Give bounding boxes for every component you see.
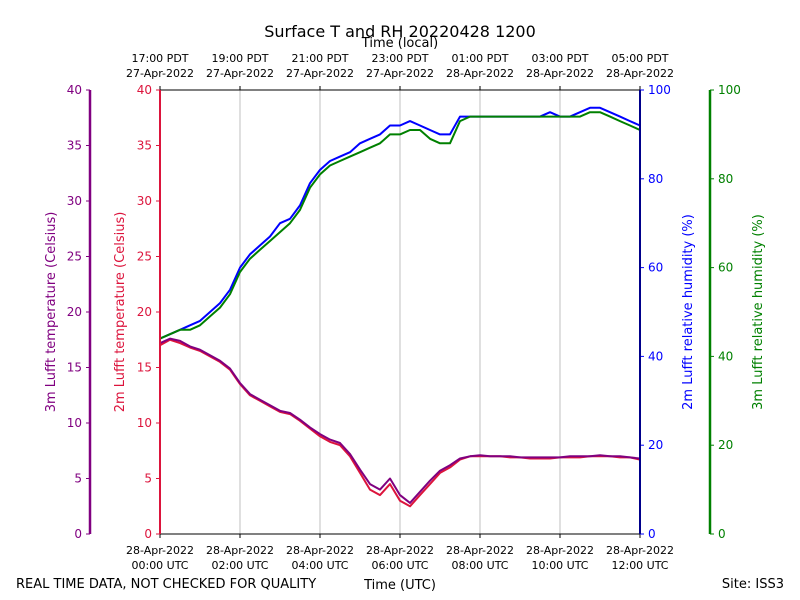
series-rh3m [159, 111, 641, 340]
x-tick-date: 28-Apr-2022 [366, 544, 434, 557]
top-tick-time: 19:00 PDT [211, 52, 268, 65]
top-tick-time: 03:00 PDT [531, 52, 588, 65]
rh3m-tick-label: 100 [718, 83, 741, 97]
x-tick-time: 04:00 UTC [291, 559, 348, 572]
t2m-tick-label: 35 [137, 139, 152, 153]
site-label: Site: ISS3 [722, 577, 784, 592]
t2m-tick-label: 40 [137, 83, 152, 97]
rh3m-axis-label: 3m Lufft relative humidity (%) [751, 214, 766, 410]
t2m-tick-label: 20 [137, 305, 152, 319]
rh2m-tick-label: 20 [648, 438, 663, 452]
rh3m-tick-label: 0 [718, 527, 726, 541]
x-tick-date: 28-Apr-2022 [206, 544, 274, 557]
top-tick-time: 17:00 PDT [131, 52, 188, 65]
rh3m-tick-label: 40 [718, 349, 733, 363]
t3m-tick-label: 25 [67, 250, 82, 264]
t2m-tick-label: 10 [137, 416, 152, 430]
grid-lines [239, 90, 561, 534]
t3m-axis-label: 3m Lufft temperature (Celsius) [44, 212, 59, 413]
series-lines [159, 106, 641, 508]
x-tick-time: 00:00 UTC [131, 559, 188, 572]
x-axis-label: Time (UTC) [363, 578, 436, 593]
top-tick-time: 23:00 PDT [371, 52, 428, 65]
rh3m-tick-label: 80 [718, 172, 733, 186]
t3m-tick-label: 35 [67, 139, 82, 153]
t2m-tick-label: 0 [144, 527, 152, 541]
rh2m-tick-label: 80 [648, 172, 663, 186]
quality-disclaimer: REAL TIME DATA, NOT CHECKED FOR QUALITY [16, 577, 316, 592]
series-t3m [159, 337, 641, 504]
t2m-tick-label: 30 [137, 194, 152, 208]
top-tick-date: 27-Apr-2022 [366, 67, 434, 80]
t3m-tick-label: 15 [67, 361, 82, 375]
t2m-tick-label: 25 [137, 250, 152, 264]
x-tick-date: 28-Apr-2022 [126, 544, 194, 557]
y-ticks: 0 5 10 15 20 25 30 35 40 0 5 10 15 20 25 30 35 40 0 20 40 60 8… [67, 83, 741, 541]
t2m-tick-label: 15 [137, 361, 152, 375]
t3m-tick-label: 30 [67, 194, 82, 208]
t3m-tick-label: 20 [67, 305, 82, 319]
rh2m-tick-label: 60 [648, 261, 663, 275]
x-tick-time: 06:00 UTC [371, 559, 428, 572]
top-tick-date: 28-Apr-2022 [446, 67, 514, 80]
rh2m-tick-label: 40 [648, 349, 663, 363]
top-tick-date: 28-Apr-2022 [526, 67, 594, 80]
rh3m-tick-label: 20 [718, 438, 733, 452]
t2m-tick-label: 5 [144, 472, 152, 486]
x-tick-time: 08:00 UTC [451, 559, 508, 572]
x-tick-time: 12:00 UTC [611, 559, 668, 572]
top-tick-time: 05:00 PDT [611, 52, 668, 65]
top-tick-date: 27-Apr-2022 [126, 67, 194, 80]
chart-title: Surface T and RH 20220428 1200 [264, 22, 536, 41]
t2m-axis-label: 2m Lufft temperature (Celsius) [113, 212, 128, 413]
top-tick-time: 01:00 PDT [451, 52, 508, 65]
x-tick-time: 02:00 UTC [211, 559, 268, 572]
rh3m-tick-label: 60 [718, 261, 733, 275]
t3m-tick-label: 10 [67, 416, 82, 430]
x-ticks: 28-Apr-2022 00:00 UTC 28-Apr-2022 02:00 UTC… [126, 52, 674, 572]
t3m-tick-label: 5 [74, 472, 82, 486]
top-tick-date: 28-Apr-2022 [606, 67, 674, 80]
top-tick-date: 27-Apr-2022 [286, 67, 354, 80]
x-tick-date: 28-Apr-2022 [526, 544, 594, 557]
top-tick-date: 27-Apr-2022 [206, 67, 274, 80]
x-tick-date: 28-Apr-2022 [446, 544, 514, 557]
top-tick-time: 21:00 PDT [291, 52, 348, 65]
top-axis-label: Time (local) [361, 36, 438, 51]
t3m-tick-label: 40 [67, 83, 82, 97]
x-tick-time: 10:00 UTC [531, 559, 588, 572]
x-tick-date: 28-Apr-2022 [286, 544, 354, 557]
x-tick-date: 28-Apr-2022 [606, 544, 674, 557]
rh2m-tick-label: 0 [648, 527, 656, 541]
rh2m-axis-label: 2m Lufft relative humidity (%) [681, 214, 696, 410]
t3m-tick-label: 0 [74, 527, 82, 541]
rh2m-tick-label: 100 [648, 83, 671, 97]
